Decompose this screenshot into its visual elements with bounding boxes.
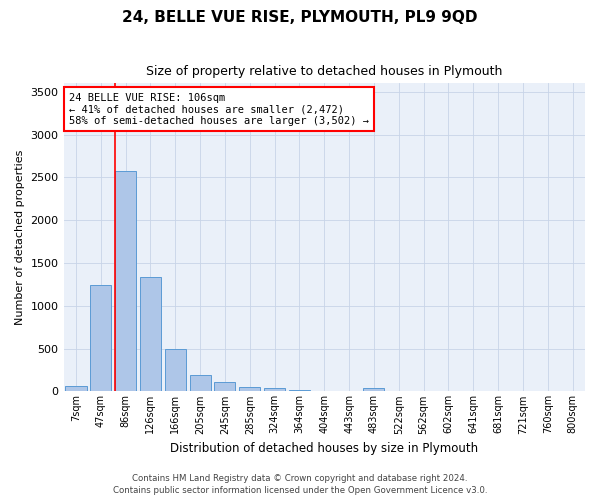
X-axis label: Distribution of detached houses by size in Plymouth: Distribution of detached houses by size … [170, 442, 478, 455]
Bar [65, 386, 86, 392]
Bar [190, 374, 211, 392]
Bar [264, 388, 285, 392]
Bar [214, 382, 235, 392]
Bar [364, 388, 385, 392]
Bar [90, 286, 112, 392]
Text: 24, BELLE VUE RISE, PLYMOUTH, PL9 9QD: 24, BELLE VUE RISE, PLYMOUTH, PL9 9QD [122, 10, 478, 25]
Text: Contains HM Land Registry data © Crown copyright and database right 2024.
Contai: Contains HM Land Registry data © Crown c… [113, 474, 487, 495]
Text: 24 BELLE VUE RISE: 106sqm
← 41% of detached houses are smaller (2,472)
58% of se: 24 BELLE VUE RISE: 106sqm ← 41% of detac… [69, 92, 369, 126]
Title: Size of property relative to detached houses in Plymouth: Size of property relative to detached ho… [146, 65, 502, 78]
Bar [239, 387, 260, 392]
Bar [140, 276, 161, 392]
Y-axis label: Number of detached properties: Number of detached properties [15, 150, 25, 325]
Bar [115, 172, 136, 392]
Bar [289, 390, 310, 392]
Bar [165, 348, 186, 392]
